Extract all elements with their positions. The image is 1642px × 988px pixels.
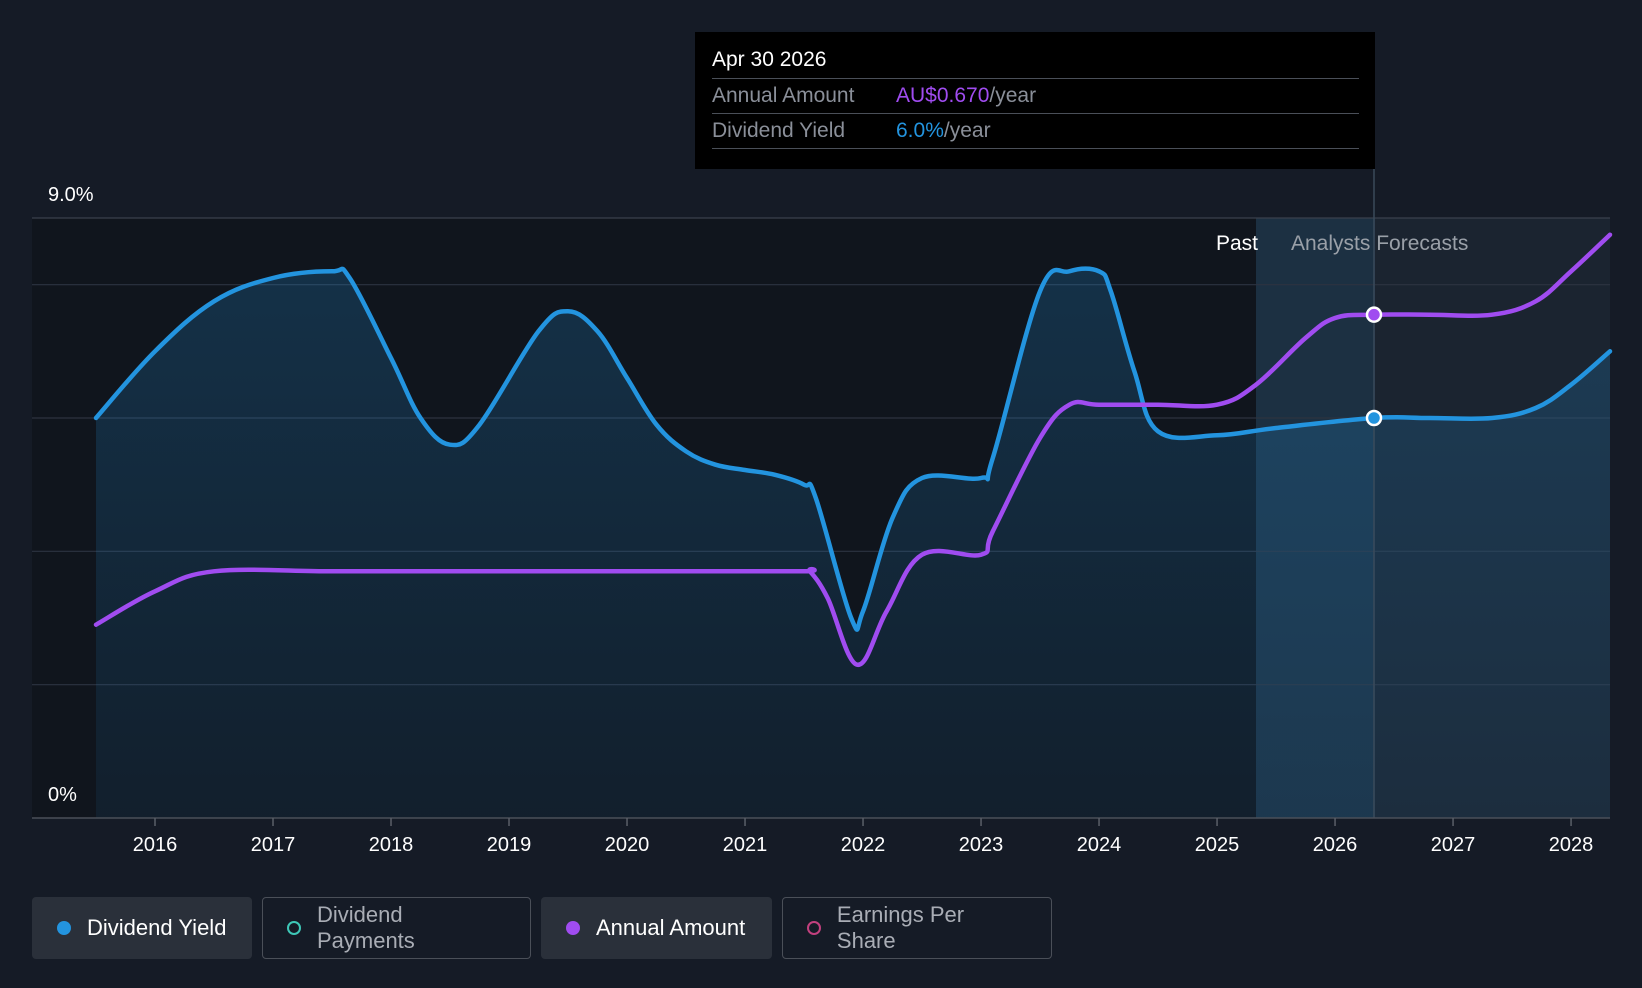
x-tick-label: 2023 [959, 834, 1004, 856]
legend-label: Annual Amount [596, 915, 746, 940]
yield-area-fill [96, 268, 1610, 819]
dividend-yield-line [93, 266, 1613, 632]
legend-dividend-yield[interactable]: Dividend Yield [32, 897, 252, 959]
legend-annual-amount[interactable]: Annual Amount [541, 897, 772, 959]
legend-label: Earnings Per Share [836, 902, 965, 953]
filled-dot-icon [566, 921, 580, 935]
area-layer [96, 268, 1610, 819]
filled-dot-icon [57, 921, 71, 935]
y-axis-top-label: 9.0% [48, 184, 94, 206]
x-tick-label: 2027 [1431, 834, 1476, 856]
x-tick-label: 2018 [369, 834, 414, 856]
tooltip-unit: /year [943, 119, 991, 142]
chart-legend: Dividend Yield Dividend Payments Annual … [32, 897, 1052, 961]
dividend-yield-marker [1365, 409, 1383, 427]
hollow-dot-icon [287, 921, 301, 935]
x-axis-ticks: 2016 2017 2018 2019 2020 2021 2022 2023 2024 2025… [133, 818, 1594, 856]
tooltip-unit: /year [989, 84, 1037, 107]
x-tick-label: 2026 [1313, 834, 1358, 856]
legend-label: Dividend Yield [87, 915, 227, 940]
x-tick-label: 2016 [133, 834, 178, 856]
tooltip-date: Apr 30 2026 [712, 48, 827, 71]
annual-amount-marker [1365, 306, 1383, 323]
x-tick-label: 2028 [1549, 834, 1594, 856]
tooltip-label: Annual Amount [712, 84, 855, 107]
legend-earnings-per-share[interactable]: Earnings Per Share [782, 897, 1052, 959]
x-tick-label: 2022 [841, 834, 886, 856]
tooltip-label: Dividend Yield [712, 119, 846, 142]
x-tick-label: 2025 [1195, 834, 1240, 856]
past-label: Past [1216, 232, 1258, 255]
tooltip-row-annual-amount: Annual Amount AU$0.670 /year [712, 78, 1359, 113]
hollow-dot-icon [807, 921, 821, 935]
forecast-label: Analysts Forecasts [1291, 232, 1468, 255]
tooltip-value: 6.0% [896, 119, 944, 142]
legend-label: Dividend Payments [316, 902, 415, 953]
tooltip-value: AU$0.670 [896, 84, 990, 107]
marker-layer [1365, 306, 1383, 427]
x-tick-label: 2020 [605, 834, 650, 856]
legend-dividend-payments[interactable]: Dividend Payments [262, 897, 531, 959]
x-tick-label: 2024 [1077, 834, 1122, 856]
y-axis-bottom-label: 0% [48, 784, 77, 806]
x-tick-label: 2019 [487, 834, 532, 856]
chart-tooltip: Apr 30 2026 Annual Amount AU$0.670 /year… [695, 32, 1375, 169]
x-tick-label: 2017 [251, 834, 296, 856]
x-tick-label: 2021 [723, 834, 768, 856]
tooltip-row-dividend-yield: Dividend Yield 6.0% /year [712, 113, 1359, 149]
